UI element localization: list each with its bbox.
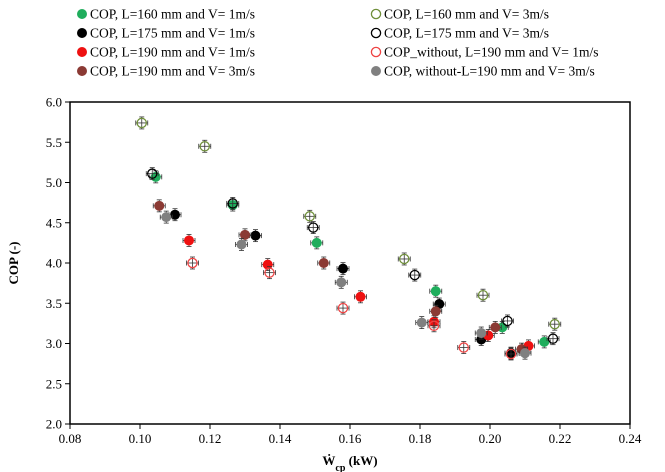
data-point — [429, 304, 443, 318]
data-point — [457, 341, 471, 354]
data-point — [397, 252, 411, 266]
x-tick-label: 0.18 — [409, 431, 432, 446]
data-point — [226, 197, 240, 210]
legend-marker — [77, 8, 88, 19]
x-tick-label: 0.16 — [339, 431, 362, 446]
series-3-points — [168, 208, 518, 360]
data-point — [198, 139, 212, 153]
legend-label: COP, L=190 mm and V= 1m/s — [90, 45, 255, 60]
series-6-points — [186, 256, 518, 361]
x-tick-label: 0.10 — [129, 431, 152, 446]
series-5-points — [182, 234, 535, 353]
data-point — [415, 316, 429, 329]
data-points — [135, 116, 562, 361]
legend-item: COP, L=175 mm and V= 3m/s — [370, 26, 549, 41]
data-point — [408, 268, 422, 282]
legend-item: COP, L=190 mm and V= 1m/s — [77, 45, 255, 60]
y-tick-label: 6.0 — [46, 95, 62, 110]
data-point — [488, 320, 502, 334]
data-point — [501, 314, 514, 328]
legend-label: COP, without-L=190 mm and V= 3m/s — [384, 64, 595, 79]
legend-marker — [370, 46, 382, 58]
y-tick-label: 2.0 — [46, 417, 62, 432]
legend: COP, L=160 mm and V= 1m/s COP, L=160 mm a… — [77, 7, 599, 79]
legend-item: COP, L=190 mm and V= 3m/s — [77, 64, 255, 79]
data-point — [546, 332, 560, 346]
data-point — [186, 256, 199, 270]
legend-label: COP, L=190 mm and V= 3m/s — [90, 64, 255, 79]
data-point — [303, 209, 317, 223]
data-point — [537, 335, 551, 349]
legend-marker — [77, 47, 88, 58]
legend-marker — [77, 66, 88, 77]
x-tick-label: 0.20 — [479, 431, 502, 446]
x-tick-label: 0.22 — [549, 431, 572, 446]
data-point — [263, 266, 276, 280]
x-tick-label: 0.08 — [59, 431, 82, 446]
data-point — [427, 319, 441, 333]
data-point — [182, 234, 196, 247]
legend-label: COP_without, L=190 mm and V= 1m/s — [384, 45, 599, 60]
data-point — [306, 221, 320, 234]
data-point — [238, 228, 252, 242]
data-point — [474, 326, 488, 340]
legend-label: COP, L=160 mm and V= 1m/s — [90, 7, 255, 22]
y-tick-label: 3.5 — [46, 296, 62, 311]
legend-marker — [370, 8, 382, 20]
series-1-points — [149, 170, 551, 349]
y-tick-label: 5.5 — [46, 135, 62, 150]
data-point — [235, 238, 248, 251]
legend-label: COP, L=175 mm and V= 1m/s — [90, 26, 255, 41]
legend-item: COP, L=160 mm and V= 3m/s — [370, 7, 549, 22]
legend-marker — [77, 27, 88, 38]
x-tick-label: 0.24 — [619, 431, 642, 446]
data-point — [334, 275, 348, 289]
x-tick-label: 0.14 — [269, 431, 292, 446]
data-point — [336, 301, 350, 315]
data-point — [476, 288, 490, 302]
y-tick-label: 4.5 — [46, 215, 62, 230]
data-point — [159, 210, 173, 224]
data-point — [336, 262, 350, 276]
data-point — [145, 167, 159, 181]
axis-ticks: 0.08 0.10 0.12 0.14 0.16 0.18 0.20 0.22 0.24 2.0 2… — [46, 95, 642, 447]
data-point — [429, 284, 443, 298]
y-tick-label: 4.0 — [46, 256, 62, 271]
y-tick-label: 5.0 — [46, 175, 62, 190]
x-axis-title: Ẇcp (kW) — [322, 453, 377, 472]
legend-item: COP, L=175 mm and V= 1m/s — [77, 26, 255, 41]
x-tick-label: 0.12 — [199, 431, 222, 446]
plot-area-frame — [69, 101, 631, 425]
data-point — [310, 236, 324, 250]
data-point — [504, 347, 518, 361]
y-tick-label: 2.5 — [46, 376, 62, 391]
y-tick-label: 3.0 — [46, 336, 62, 351]
series-4-points — [145, 167, 560, 346]
series-2-points — [135, 116, 562, 331]
legend-item: COP, L=160 mm and V= 1m/s — [77, 7, 255, 22]
data-point — [548, 317, 562, 331]
y-axis-title: COP (-) — [6, 242, 21, 285]
data-point — [354, 290, 367, 304]
data-point — [135, 116, 149, 130]
legend-label: COP, L=175 mm and V= 3m/s — [384, 26, 549, 41]
legend-item: COP_without, L=190 mm and V= 1m/s — [370, 45, 599, 60]
data-point — [317, 256, 331, 270]
legend-marker — [370, 27, 382, 39]
legend-marker — [370, 66, 381, 77]
legend-label: COP, L=160 mm and V= 3m/s — [384, 7, 549, 22]
legend-item: COP, without-L=190 mm and V= 3m/s — [370, 64, 595, 79]
data-point — [152, 199, 166, 213]
series-8-points — [159, 210, 532, 360]
data-point — [518, 346, 532, 360]
data-point — [249, 229, 262, 243]
